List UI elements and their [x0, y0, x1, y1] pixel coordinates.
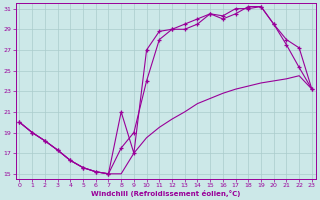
X-axis label: Windchill (Refroidissement éolien,°C): Windchill (Refroidissement éolien,°C) — [91, 190, 240, 197]
